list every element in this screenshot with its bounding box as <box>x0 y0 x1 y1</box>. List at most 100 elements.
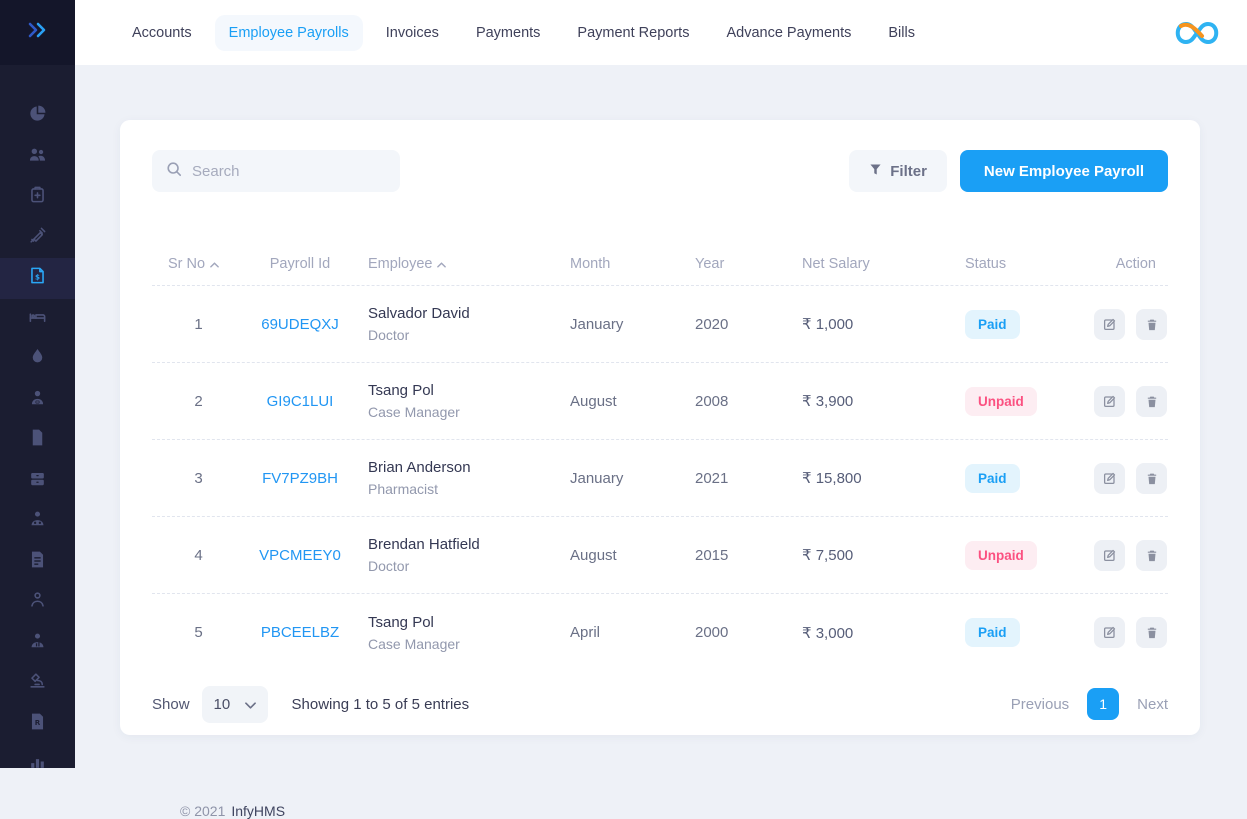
edit-button[interactable] <box>1094 309 1125 340</box>
sidebar-item-prescriptions[interactable]: R <box>0 704 75 745</box>
tab-advance-payments[interactable]: Advance Payments <box>712 15 865 51</box>
delete-button[interactable] <box>1136 617 1167 648</box>
delete-button[interactable] <box>1136 309 1167 340</box>
sidebar-item-inventory[interactable] <box>0 461 75 502</box>
file-report-icon <box>28 550 47 574</box>
tab-payments[interactable]: Payments <box>462 15 554 51</box>
sidebar-item-documents[interactable] <box>0 420 75 461</box>
sidebar-item-billing[interactable]: $ <box>0 258 75 299</box>
table-row: 4 VPCMEEY0 Brendan Hatfield Doctor Augus… <box>152 517 1168 594</box>
status-badge: Paid <box>965 464 1020 493</box>
prescription-file-icon: R <box>28 712 47 736</box>
header-employee[interactable]: Employee <box>355 256 555 272</box>
sidebar-item-pathology[interactable] <box>0 663 75 704</box>
tab-payment-reports[interactable]: Payment Reports <box>563 15 703 51</box>
sidebar: $ R <box>0 0 75 768</box>
edit-button[interactable] <box>1094 617 1125 648</box>
header-month[interactable]: Month <box>555 256 675 272</box>
delete-button[interactable] <box>1136 540 1167 571</box>
status-badge: Paid <box>965 310 1020 339</box>
cell-sr-no: 2 <box>152 393 245 410</box>
employee-role: Case Manager <box>368 636 555 652</box>
sidebar-item-case-reports[interactable] <box>0 542 75 583</box>
top-tabs: Accounts Employee Payrolls Invoices Paym… <box>118 15 929 51</box>
table-row: 1 69UDEQXJ Salvador David Doctor January… <box>152 286 1168 363</box>
main-content: Filter New Employee Payroll Sr No Payrol… <box>75 65 1247 768</box>
cell-payroll-id[interactable]: VPCMEEY0 <box>245 547 355 564</box>
cell-employee: Brendan Hatfield Doctor <box>355 536 555 574</box>
status-badge: Paid <box>965 618 1020 647</box>
current-page-button[interactable]: 1 <box>1087 688 1119 720</box>
sort-asc-icon <box>210 256 219 272</box>
table-row: 5 PBCEELBZ Tsang Pol Case Manager April … <box>152 594 1168 671</box>
tab-employee-payrolls[interactable]: Employee Payrolls <box>215 15 363 51</box>
header-payroll-id[interactable]: Payroll Id <box>245 256 355 272</box>
employee-name: Brendan Hatfield <box>368 536 555 553</box>
sidebar-item-nurses[interactable] <box>0 582 75 623</box>
payroll-table: Sr No Payroll Id Employee Month Year Net… <box>152 242 1168 671</box>
cell-employee: Brian Anderson Pharmacist <box>355 459 555 497</box>
header-net-salary[interactable]: Net Salary <box>785 256 950 272</box>
sidebar-item-blood-bank[interactable] <box>0 339 75 380</box>
nurse-icon <box>28 590 47 614</box>
cell-month: August <box>555 547 675 564</box>
employee-role: Doctor <box>368 327 555 343</box>
cell-year: 2015 <box>675 547 785 564</box>
header-year[interactable]: Year <box>675 256 785 272</box>
next-page-button[interactable]: Next <box>1137 696 1168 713</box>
infinity-logo[interactable] <box>1171 19 1223 47</box>
sidebar-collapse-button[interactable] <box>0 0 75 65</box>
new-employee-payroll-button[interactable]: New Employee Payroll <box>960 150 1168 192</box>
header-status[interactable]: Status <box>950 256 1090 272</box>
table-row: 2 GI9C1LUI Tsang Pol Case Manager August… <box>152 363 1168 440</box>
cell-payroll-id[interactable]: FV7PZ9BH <box>245 470 355 487</box>
sidebar-item-dashboard[interactable] <box>0 96 75 137</box>
sidebar-item-patients[interactable] <box>0 137 75 178</box>
tab-invoices[interactable]: Invoices <box>372 15 453 51</box>
card-toolbar: Filter New Employee Payroll <box>152 150 1168 192</box>
edit-button[interactable] <box>1094 540 1125 571</box>
cell-payroll-id[interactable]: PBCEELBZ <box>245 624 355 641</box>
sidebar-item-opd[interactable] <box>0 177 75 218</box>
cell-net-salary: ₹ 3,900 <box>785 392 950 410</box>
employee-name: Salvador David <box>368 305 555 322</box>
cell-sr-no: 5 <box>152 624 245 641</box>
top-navigation: Accounts Employee Payrolls Invoices Paym… <box>75 0 1247 65</box>
cell-employee: Tsang Pol Case Manager <box>355 382 555 420</box>
tab-accounts[interactable]: Accounts <box>118 15 206 51</box>
previous-page-button[interactable]: Previous <box>1011 696 1069 713</box>
cell-net-salary: ₹ 1,000 <box>785 315 950 333</box>
cell-year: 2008 <box>675 393 785 410</box>
sidebar-item-doctors[interactable] <box>0 380 75 421</box>
sidebar-item-vaccination[interactable] <box>0 218 75 259</box>
cell-month: January <box>555 470 675 487</box>
show-label: Show <box>152 696 190 713</box>
cell-payroll-id[interactable]: 69UDEQXJ <box>245 316 355 333</box>
edit-button[interactable] <box>1094 463 1125 494</box>
staff-icon <box>28 631 47 655</box>
sidebar-item-bed-management[interactable] <box>0 299 75 340</box>
delete-button[interactable] <box>1136 386 1167 417</box>
search-box[interactable] <box>152 150 400 192</box>
pagination-bar: Show 10 Showing 1 to 5 of 5 entries Prev… <box>152 685 1168 723</box>
search-input[interactable] <box>192 163 372 180</box>
delete-button[interactable] <box>1136 463 1167 494</box>
svg-text:R: R <box>35 718 41 727</box>
tab-bills[interactable]: Bills <box>874 15 929 51</box>
page-size-select[interactable]: 10 <box>202 686 268 723</box>
cell-payroll-id[interactable]: GI9C1LUI <box>245 393 355 410</box>
document-icon <box>28 428 47 452</box>
edit-button[interactable] <box>1094 386 1125 417</box>
cell-net-salary: ₹ 3,000 <box>785 624 950 642</box>
bed-icon <box>28 307 47 331</box>
doctor-icon <box>28 388 47 412</box>
header-sr-no[interactable]: Sr No <box>152 256 245 272</box>
sidebar-item-charges[interactable] <box>0 744 75 785</box>
cell-year: 2021 <box>675 470 785 487</box>
invoice-dollar-icon: $ <box>28 266 47 290</box>
sidebar-item-diagnosis[interactable] <box>0 501 75 542</box>
sidebar-item-staff[interactable] <box>0 623 75 664</box>
entries-summary: Showing 1 to 5 of 5 entries <box>292 696 470 713</box>
filter-button[interactable]: Filter <box>849 150 947 192</box>
person-badge-icon <box>28 509 47 533</box>
